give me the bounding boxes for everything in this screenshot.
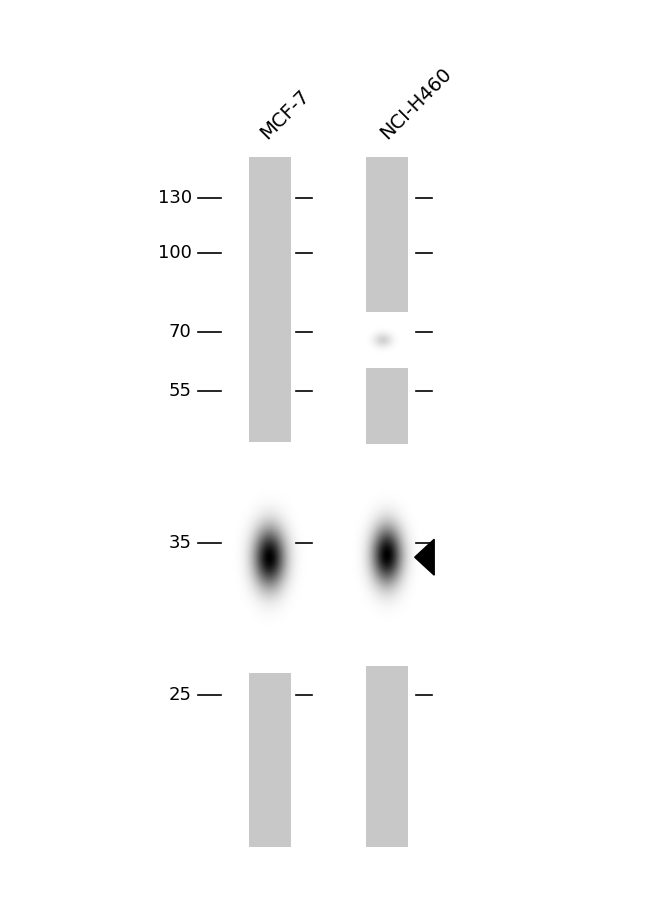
- Text: 70: 70: [169, 322, 192, 341]
- Text: 100: 100: [158, 244, 192, 262]
- Text: NCI-H460: NCI-H460: [376, 64, 455, 143]
- Text: 25: 25: [169, 686, 192, 705]
- Text: MCF-7: MCF-7: [256, 86, 313, 143]
- Bar: [365, 157, 408, 847]
- Text: 55: 55: [169, 382, 192, 401]
- Text: 130: 130: [157, 189, 192, 207]
- Text: 35: 35: [169, 534, 192, 553]
- Polygon shape: [415, 540, 434, 575]
- Bar: [248, 157, 291, 847]
